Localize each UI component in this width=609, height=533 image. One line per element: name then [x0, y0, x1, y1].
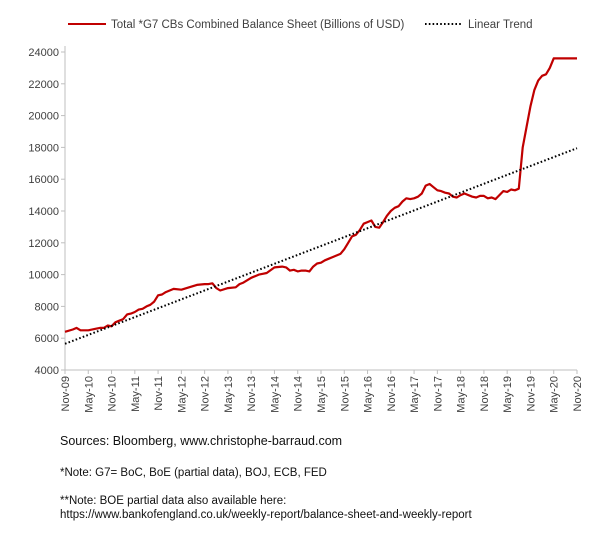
source-note: Sources: Bloomberg, www.christophe-barra…: [60, 434, 343, 448]
x-tick-label: May-18: [456, 376, 468, 413]
x-tick-label: Nov-11: [153, 376, 165, 411]
boe-note: **Note: BOE partial data also available …: [60, 495, 287, 507]
x-tick-label: May-12: [176, 376, 188, 413]
x-tick-label: Nov-09: [60, 376, 72, 411]
g7-note: *Note: G7= BoC, BoE (partial data), BOJ,…: [60, 467, 327, 479]
x-tick-label: May-20: [549, 376, 561, 413]
x-tick-label: May-16: [363, 376, 375, 413]
x-tick-label: May-13: [223, 376, 235, 413]
legend-label-total-balance-sheet: Total *G7 CBs Combined Balance Sheet (Bi…: [111, 19, 405, 31]
y-tick-label: 18000: [28, 142, 59, 154]
x-tick-label: May-10: [83, 376, 95, 413]
y-tick-label: 12000: [28, 238, 59, 250]
x-tick-label: Nov-18: [479, 376, 491, 411]
chart: Total *G7 CBs Combined Balance Sheet (Bi…: [28, 19, 584, 413]
x-tick-label: May-14: [269, 376, 281, 413]
y-tick-label: 6000: [35, 333, 59, 345]
x-tick-label: Nov-10: [107, 376, 119, 411]
y-tick-label: 4000: [35, 365, 59, 377]
x-tick-label: Nov-12: [200, 376, 212, 411]
y-tick-label: 20000: [28, 111, 59, 123]
axes: 4000 6000 8000 10000 12000 14000 16000 18000 200…: [28, 46, 584, 413]
y-tick-label: 16000: [28, 174, 59, 186]
x-tick-label: Nov-15: [339, 376, 351, 411]
series-line-linear-trend: [64, 147, 578, 345]
boe-url-note: https://www.bankofengland.co.uk/weekly-r…: [60, 509, 472, 521]
x-tick-label: Nov-19: [525, 376, 537, 411]
y-tick-label: 22000: [28, 79, 59, 91]
x-tick-label: Nov-16: [386, 376, 398, 411]
x-tick-label: Nov-14: [293, 376, 305, 411]
y-tick-label: 10000: [28, 270, 59, 282]
x-tick-label: Nov-13: [246, 376, 258, 411]
legend: Total *G7 CBs Combined Balance Sheet (Bi…: [68, 19, 533, 31]
series-line-total-balance-sheet: [64, 57, 577, 333]
legend-label-linear-trend: Linear Trend: [468, 19, 533, 31]
y-tick-label: 24000: [28, 47, 59, 59]
x-tick-label: Nov-17: [432, 376, 444, 411]
x-tick-label: May-15: [316, 376, 328, 413]
x-tick-label: May-11: [130, 376, 142, 412]
plot-area: [64, 57, 578, 345]
x-tick-label: Nov-20: [572, 376, 584, 411]
x-tick-label: May-19: [502, 376, 514, 413]
y-tick-label: 8000: [35, 301, 59, 313]
x-tick-label: May-17: [409, 376, 421, 413]
y-tick-label: 14000: [28, 206, 59, 218]
